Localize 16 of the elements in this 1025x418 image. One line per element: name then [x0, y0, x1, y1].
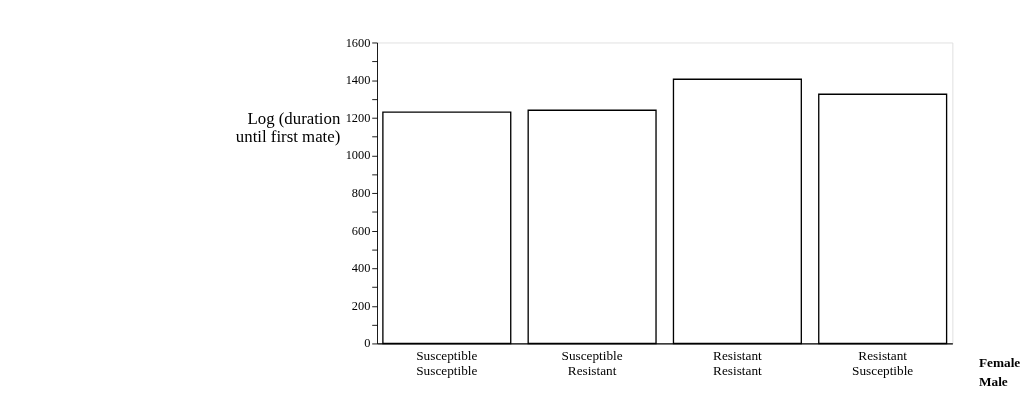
y-tick-label: 200: [351, 298, 371, 313]
text: Male: [978, 373, 1008, 389]
x-tick-label: Resistant Resistant: [713, 347, 763, 378]
y-tick-label: 1600: [345, 35, 371, 50]
x-tick-label: Susceptible Susceptible: [416, 347, 478, 378]
y-tick-label: 400: [351, 261, 371, 276]
y-tick-label: 1400: [345, 73, 371, 88]
y-tick-label: 600: [351, 223, 371, 238]
y-tick-label: 800: [351, 185, 371, 200]
text: Female: [978, 355, 1021, 371]
x-tick-label: Susceptible Resistant: [561, 347, 623, 378]
x-tick-label: Resistant Susceptible: [852, 347, 914, 378]
y-tick-label: 1000: [345, 148, 371, 163]
y-tick-label: 0: [364, 336, 371, 351]
y-axis-title: Log (duration until first mate): [235, 108, 341, 147]
y-tick-label: 1200: [345, 110, 371, 125]
